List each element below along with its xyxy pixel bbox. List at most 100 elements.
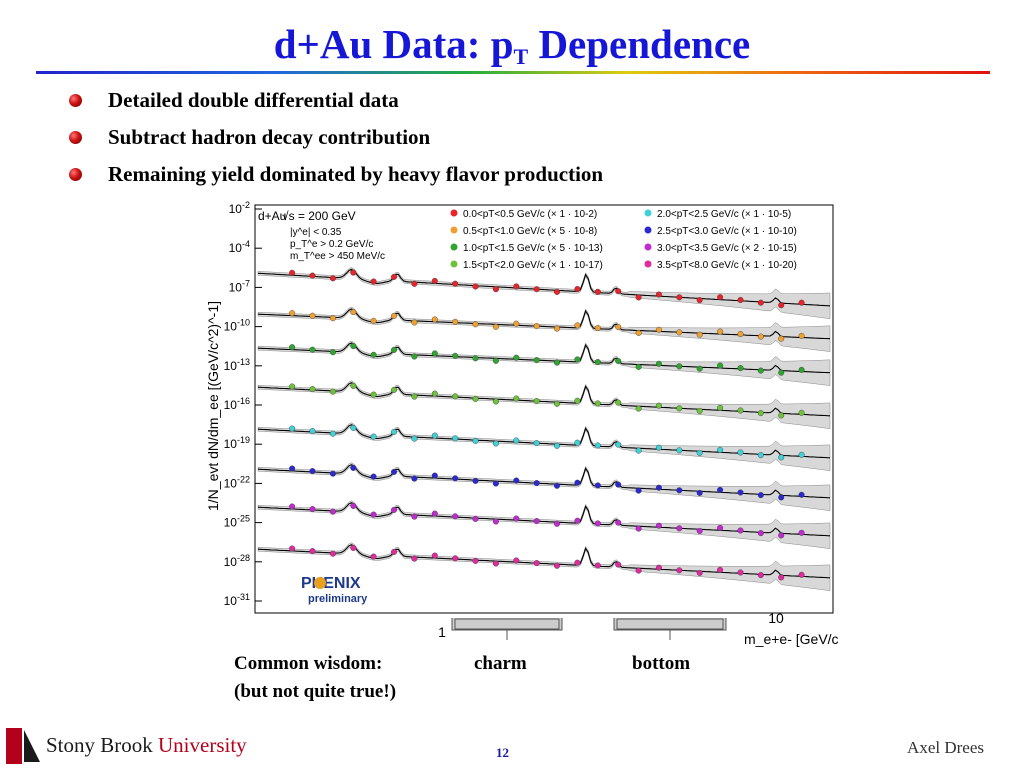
data-point (452, 393, 459, 400)
data-point (390, 428, 397, 435)
data-point (737, 407, 744, 414)
data-point (554, 520, 561, 527)
data-point (717, 328, 724, 335)
data-point (676, 294, 683, 301)
phenix-logo: PHENIX preliminary (301, 575, 368, 605)
data-point (513, 557, 520, 564)
data-point (513, 515, 520, 522)
cocktail-band (257, 267, 831, 320)
data-point (574, 439, 581, 446)
legend-marker (644, 243, 652, 251)
page-number: 12 (496, 745, 509, 760)
data-point (472, 477, 479, 484)
charm-bracket (451, 618, 563, 640)
data-point (492, 357, 499, 364)
info-cut-mt: m_T^ee > 450 MeV/c (290, 251, 385, 262)
data-point (696, 569, 703, 576)
info-system: d+Au (258, 209, 286, 223)
data-point (778, 494, 785, 501)
data-point (737, 331, 744, 338)
title-divider (36, 71, 990, 74)
data-point (778, 302, 785, 309)
data-point (329, 388, 336, 395)
data-point (798, 366, 805, 373)
data-point (757, 333, 764, 340)
y-tick-label: 10-19 (224, 435, 250, 451)
data-point (574, 356, 581, 363)
legend-entry: 1.5<pT<2.0 GeV/c (× 1 · 10-17) (463, 260, 603, 271)
legend-marker (644, 209, 652, 217)
charm-label: charm (474, 653, 527, 674)
data-point (472, 321, 479, 328)
legend-marker (644, 260, 652, 268)
data-point (411, 353, 418, 360)
data-point (655, 402, 662, 409)
data-point (350, 424, 357, 431)
data-point (452, 280, 459, 287)
data-point (452, 513, 459, 520)
data-point (635, 363, 642, 370)
slide-title: d+Au Data: pT Dependence (273, 21, 751, 69)
data-point (390, 468, 397, 475)
data-point (778, 574, 785, 581)
data-point (554, 325, 561, 332)
y-tick-label: 10-13 (224, 357, 250, 373)
legend-marker (450, 226, 458, 234)
data-point (594, 358, 601, 365)
data-point (431, 472, 438, 479)
data-point (390, 506, 397, 513)
data-point (717, 566, 724, 573)
data-point (513, 320, 520, 327)
legend-entry: 3.0<pT<3.5 GeV/c (× 2 · 10-15) (657, 243, 797, 254)
data-point (309, 272, 316, 279)
data-point (350, 309, 357, 316)
data-point (533, 357, 540, 364)
legend-entry: 2.5<pT<3.0 GeV/c (× 1 · 10-10) (657, 226, 797, 237)
data-point (798, 571, 805, 578)
data-point (431, 316, 438, 323)
data-point (309, 548, 316, 555)
data-point (676, 405, 683, 412)
data-point (554, 288, 561, 295)
legend-entry: 0.0<pT<0.5 GeV/c (× 1 · 10-2) (463, 209, 597, 220)
data-point (798, 451, 805, 458)
data-point (350, 544, 357, 551)
data-point (615, 561, 622, 568)
data-point (370, 511, 377, 518)
data-point (370, 433, 377, 440)
data-point (655, 564, 662, 571)
data-point (350, 382, 357, 389)
bullet-icon (69, 131, 82, 144)
data-point (309, 506, 316, 513)
data-point (472, 437, 479, 444)
data-point (289, 545, 296, 552)
bullet-item: Remaining yield dominated by heavy flavo… (66, 159, 603, 196)
data-point (635, 294, 642, 301)
info-cut-pt: p_T^e > 0.2 GeV/c (290, 239, 373, 250)
author-name: Axel Drees (907, 738, 984, 757)
data-point (696, 407, 703, 414)
data-point (289, 344, 296, 351)
bullet-icon (69, 94, 82, 107)
data-point (554, 482, 561, 489)
data-point (798, 332, 805, 339)
data-point (472, 515, 479, 522)
data-point (778, 532, 785, 539)
data-point (635, 525, 642, 532)
data-point (350, 269, 357, 276)
data-point (492, 518, 499, 525)
y-tick-label: 10-22 (224, 474, 250, 490)
data-point (309, 428, 316, 435)
data-point (289, 425, 296, 432)
data-point (778, 369, 785, 376)
data-point (452, 555, 459, 562)
data-point (554, 562, 561, 569)
data-point (594, 520, 601, 527)
data-point (737, 365, 744, 372)
data-point (370, 391, 377, 398)
bottom-bracket (613, 618, 727, 640)
data-point (289, 465, 296, 472)
data-point (615, 481, 622, 488)
data-point (655, 444, 662, 451)
data-point (533, 286, 540, 293)
